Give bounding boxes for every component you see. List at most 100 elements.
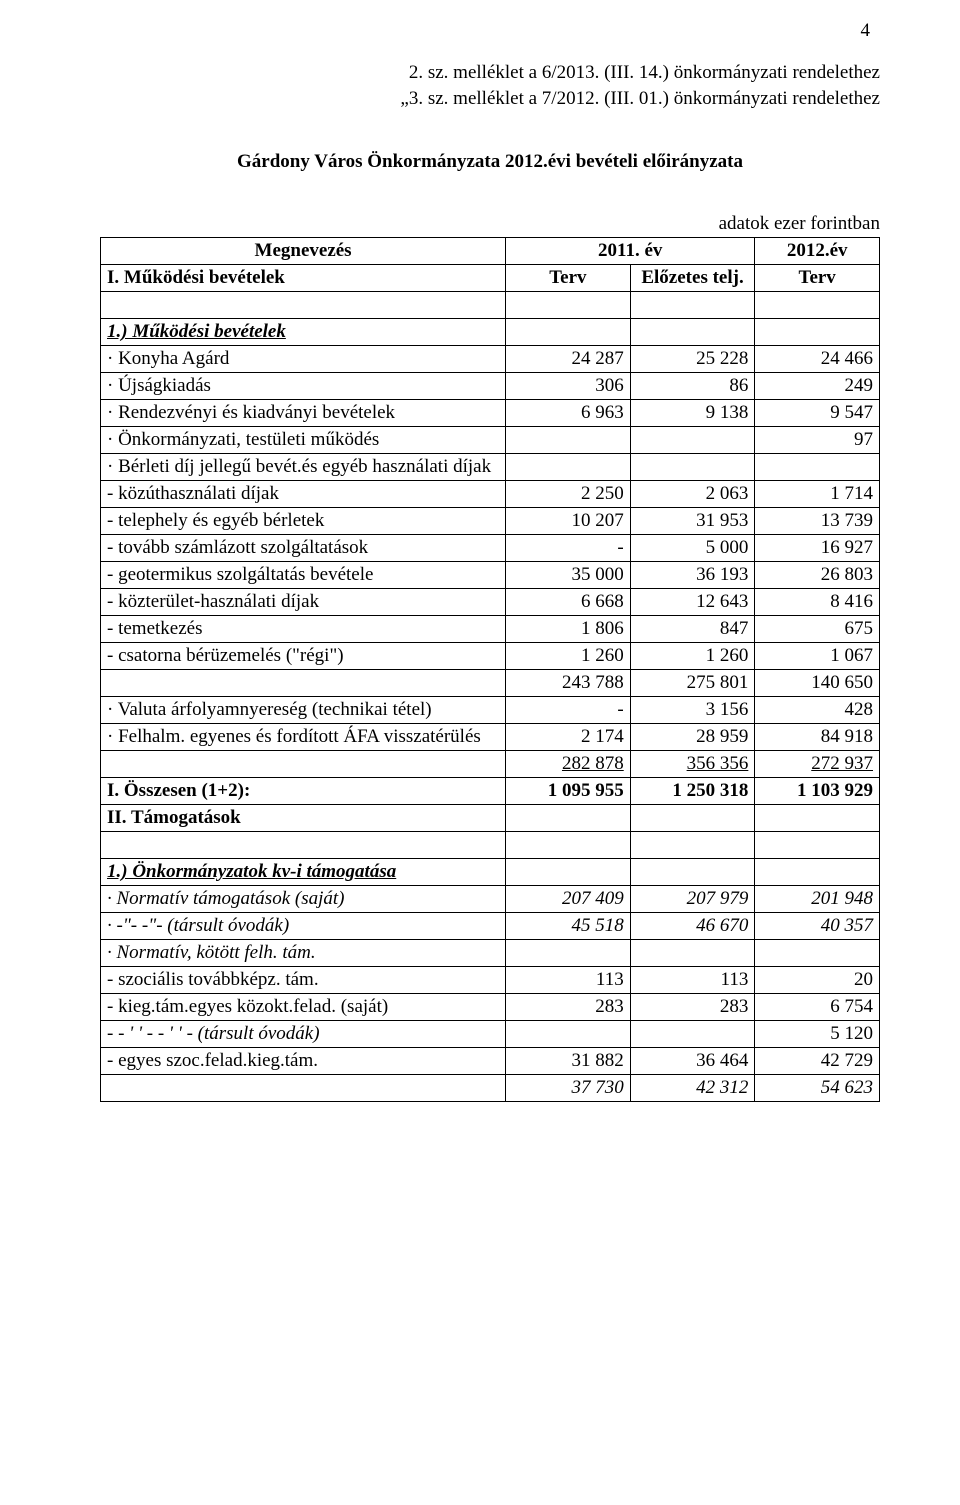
section-I-title: I. Működési bevételek <box>101 265 506 292</box>
attachment-line-2: „3. sz. melléklet a 7/2012. (III. 01.) ö… <box>100 86 880 112</box>
table-row: - temetkezés 1 806 847 675 <box>101 616 880 643</box>
section-II-title-row: II. Támogatások <box>101 805 880 832</box>
row-label: · Normatív, kötött felh. tám. <box>101 940 506 967</box>
row-label: - - ' ' - - ' ' - (társult óvodák) <box>101 1021 506 1048</box>
cell: 84 918 <box>755 724 880 751</box>
cell: 5 000 <box>630 535 755 562</box>
row-label: · -"- -"- (társult óvodák) <box>101 913 506 940</box>
document-title: Gárdony Város Önkormányzata 2012.évi bev… <box>100 151 880 173</box>
page-number: 4 <box>861 20 871 42</box>
blank-row <box>101 292 880 319</box>
table-row: - tovább számlázott szolgáltatások - 5 0… <box>101 535 880 562</box>
cell: 20 <box>755 967 880 994</box>
cell: 42 729 <box>755 1048 880 1075</box>
section-1-title: 1.) Működési bevételek <box>101 319 506 346</box>
page: 4 2. sz. melléklet a 6/2013. (III. 14.) … <box>0 0 960 1505</box>
cell: 24 287 <box>506 346 631 373</box>
row-label-berleti: · Bérleti díj jellegű bevét.és egyéb has… <box>101 454 506 481</box>
cell: 1 103 929 <box>755 778 880 805</box>
table-row: - csatorna bérüzemelés ("régi") 1 260 1 … <box>101 643 880 670</box>
header-terv-1: Terv <box>506 265 631 292</box>
cell: 675 <box>755 616 880 643</box>
cell: 40 357 <box>755 913 880 940</box>
units-note: adatok ezer forintban <box>100 213 880 235</box>
cell: 6 963 <box>506 400 631 427</box>
table-row: · Valuta árfolyamnyereség (technikai tét… <box>101 697 880 724</box>
subtotal-row: 282 878 356 356 272 937 <box>101 751 880 778</box>
section-II-1-title: 1.) Önkormányzatok kv-i támogatása <box>101 859 506 886</box>
table-row: · -"- -"- (társult óvodák) 45 518 46 670… <box>101 913 880 940</box>
cell: 86 <box>630 373 755 400</box>
blank-row <box>101 832 880 859</box>
row-label: - telephely és egyéb bérletek <box>101 508 506 535</box>
cell: 54 623 <box>755 1075 880 1102</box>
cell: 36 464 <box>630 1048 755 1075</box>
table-row: - szociális továbbképz. tám. 113 113 20 <box>101 967 880 994</box>
row-label: I. Összesen (1+2): <box>101 778 506 805</box>
table-row: · Normatív támogatások (saját) 207 409 2… <box>101 886 880 913</box>
cell <box>506 427 631 454</box>
cell <box>630 940 755 967</box>
header-terv-2: Terv <box>755 265 880 292</box>
cell <box>630 1021 755 1048</box>
row-label: - közterület-használati díjak <box>101 589 506 616</box>
cell: 2 250 <box>506 481 631 508</box>
row-label: · Konyha Agárd <box>101 346 506 373</box>
cell: 306 <box>506 373 631 400</box>
data-table: Megnevezés 2011. év 2012.év I. Működési … <box>100 237 880 1102</box>
cell: 201 948 <box>755 886 880 913</box>
header-year-2011: 2011. év <box>506 238 755 265</box>
cell <box>506 1021 631 1048</box>
cell: 275 801 <box>630 670 755 697</box>
cell <box>755 940 880 967</box>
cell: 9 138 <box>630 400 755 427</box>
cell: - <box>506 697 631 724</box>
row-label: - kieg.tám.egyes közokt.felad. (saját) <box>101 994 506 1021</box>
cell: 282 878 <box>506 751 631 778</box>
subtotal-row: 243 788 275 801 140 650 <box>101 670 880 697</box>
cell: 45 518 <box>506 913 631 940</box>
section-1-title-row: 1.) Működési bevételek <box>101 319 880 346</box>
cell: 1 260 <box>506 643 631 670</box>
cell: 1 095 955 <box>506 778 631 805</box>
cell: 113 <box>506 967 631 994</box>
cell: 847 <box>630 616 755 643</box>
cell: 113 <box>630 967 755 994</box>
row-label: · Valuta árfolyamnyereség (technikai tét… <box>101 697 506 724</box>
cell <box>630 427 755 454</box>
section-II-title: II. Támogatások <box>101 805 506 832</box>
cell: 6 754 <box>755 994 880 1021</box>
cell: 283 <box>630 994 755 1021</box>
table-row: - telephely és egyéb bérletek 10 207 31 … <box>101 508 880 535</box>
table-row: - - ' ' - - ' ' - (társult óvodák) 5 120 <box>101 1021 880 1048</box>
cell: 26 803 <box>755 562 880 589</box>
section-II-1-title-row: 1.) Önkormányzatok kv-i támogatása <box>101 859 880 886</box>
cell: 31 882 <box>506 1048 631 1075</box>
cell: 1 067 <box>755 643 880 670</box>
table-row: · Újságkiadás 306 86 249 <box>101 373 880 400</box>
attachment-line-1: 2. sz. melléklet a 6/2013. (III. 14.) ön… <box>100 60 880 86</box>
cell <box>506 940 631 967</box>
cell: 1 714 <box>755 481 880 508</box>
table-row: - közterület-használati díjak 6 668 12 6… <box>101 589 880 616</box>
cell: 2 063 <box>630 481 755 508</box>
cell: 13 739 <box>755 508 880 535</box>
table-row: - közúthasználati díjak 2 250 2 063 1 71… <box>101 481 880 508</box>
header-year-2012: 2012.év <box>755 238 880 265</box>
subtotal-row: 37 730 42 312 54 623 <box>101 1075 880 1102</box>
table-row: · Bérleti díj jellegű bevét.és egyéb has… <box>101 454 880 481</box>
row-label: - temetkezés <box>101 616 506 643</box>
table-row: - geotermikus szolgáltatás bevétele 35 0… <box>101 562 880 589</box>
cell: 3 156 <box>630 697 755 724</box>
cell: 283 <box>506 994 631 1021</box>
attachment-lines: 2. sz. melléklet a 6/2013. (III. 14.) ön… <box>100 60 880 111</box>
cell: 97 <box>755 427 880 454</box>
cell: 35 000 <box>506 562 631 589</box>
header-megnevezes: Megnevezés <box>101 238 506 265</box>
header-row-2: I. Működési bevételek Terv Előzetes telj… <box>101 265 880 292</box>
table-row: · Önkormányzati, testületi működés 97 <box>101 427 880 454</box>
cell: 207 409 <box>506 886 631 913</box>
row-label: - csatorna bérüzemelés ("régi") <box>101 643 506 670</box>
cell: 42 312 <box>630 1075 755 1102</box>
table-row: · Normatív, kötött felh. tám. <box>101 940 880 967</box>
